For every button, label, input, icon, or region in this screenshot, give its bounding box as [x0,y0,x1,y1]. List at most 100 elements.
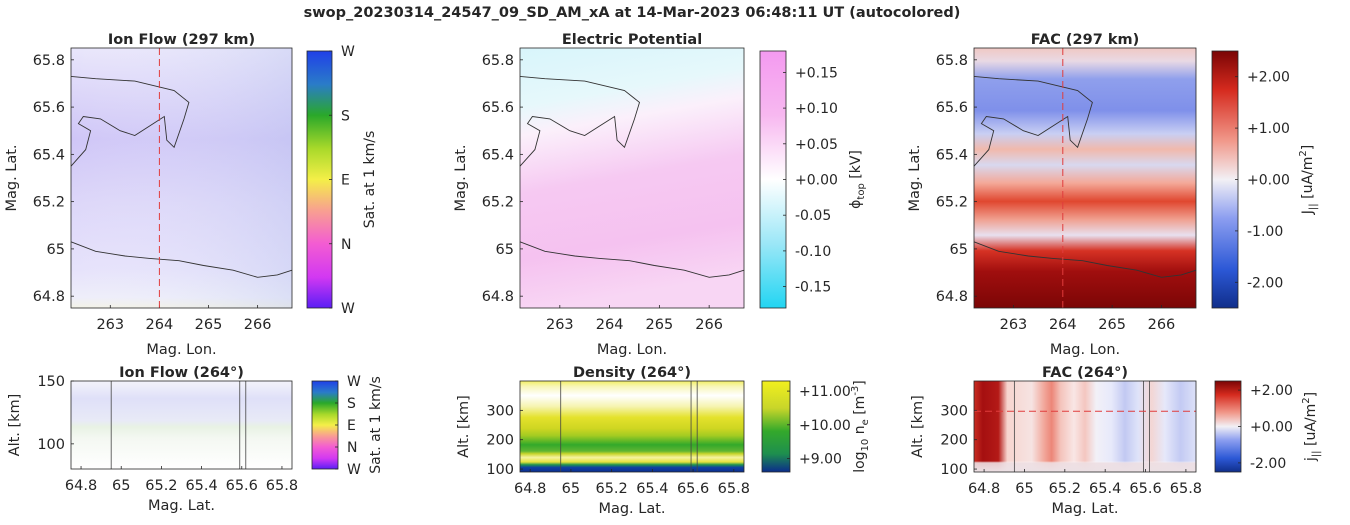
colorbar-tick-label: -2.00 [1247,275,1283,291]
x-tick-label: 65 [1015,481,1033,497]
colorbar-tick-label: +9.00 [799,452,842,468]
boundary-curve-south [519,241,745,278]
x-tick-label: 65.6 [1129,481,1161,497]
colorbar-tick-label: N [347,440,357,456]
y-tick-label: 65.2 [482,195,514,211]
x-tick-label: 266 [695,317,723,333]
y-tick-label: 65.2 [33,195,65,211]
colorbar: W N E S W Sat. at 1 km/s [306,44,378,317]
colorbar-tick-label: N [341,237,351,253]
y-tick-label: 100 [486,462,514,478]
panel-title: Ion Flow (297 km) [108,32,255,48]
y-tick-label: 65 [496,242,514,258]
y-tick-label: 150 [37,374,65,390]
x-tick-label: 65.4 [636,481,668,497]
colorbar-tick-label: +0.00 [1247,173,1290,189]
x-tick-label: 263 [546,317,574,333]
panel-title: FAC (297 km) [1031,32,1139,48]
colorbar-label: log10 ne [m-3] [850,380,871,473]
colorbar-tick-label: +11.00 [799,384,851,400]
y-tick-label: 64.8 [33,289,65,305]
x-axis-label: Mag. Lon. [1050,342,1120,358]
panel-title: Density (264°) [573,365,691,381]
y-tick-label: 65.4 [33,147,65,163]
colorbar-tick-label: -1.00 [1247,224,1283,240]
colorbar-tick-label: E [341,173,350,189]
y-tick-label: 64.8 [936,289,968,305]
y-tick-label: 64.8 [482,289,514,305]
panel-5: Density (264°) 64.8 65 65.2 65.4 65.6 65.8 100 2… [456,365,871,517]
x-tick-label: 65.8 [718,481,750,497]
colorbar-tick-label: -0.05 [795,208,831,224]
heatmap-field [520,48,744,308]
y-tick-label: 200 [486,433,514,449]
heatmap-overlay [71,48,292,308]
x-axis-label: Mag. Lon. [146,342,216,358]
panel-1: Ion Flow (297 km) 263 264 265 266 64.8 65 65.2 6… [4,32,378,358]
colorbar-gradient [761,380,791,473]
colorbar-label: J|| [uA/m2] [1298,145,1319,215]
boundary-curve-north [519,75,641,167]
colorbar-tick-label: W [347,374,361,390]
x-tick-label: 65.6 [226,478,258,494]
x-tick-label: 65.4 [185,478,217,494]
panel-title: FAC (264°) [1042,365,1128,381]
colorbar-tick-label: +1.00 [1247,121,1290,137]
colorbar-tick-label: +10.00 [799,418,851,434]
colorbar-tick-label: +0.00 [795,173,838,189]
x-tick-label: 65.8 [266,478,298,494]
y-tick-label: 65 [950,242,968,258]
y-tick-label: 65.6 [936,100,968,116]
x-tick-label: 264 [146,317,174,333]
axes-frame [70,380,293,470]
panel-title: Ion Flow (264°) [119,365,244,381]
boundary-curve-north [70,75,190,167]
y-tick-label: 65.6 [482,100,514,116]
heatmap-field [71,381,292,469]
colorbar-tick-label: -2.00 [1250,456,1286,472]
colorbar-gradient [1211,50,1239,309]
colorbar-tick-label: S [347,396,356,412]
panel-2: Electric Potential 263 264 265 266 64.8 65 65.2… [453,32,867,358]
y-tick-label: 65.2 [936,195,968,211]
colorbar-tick-label: E [347,418,356,434]
y-axis-label: Mag. Lat. [907,144,923,211]
colorbar-tick-label: +0.00 [1250,420,1293,436]
colorbar: -2.00 +0.00 +2.00 j|| [uA/m2] [1214,380,1322,473]
colorbar-tick-label: S [341,108,350,124]
axes-frame [519,380,745,473]
boundary-curve-north [973,75,1093,167]
colorbar-tick-label: W [341,44,355,60]
x-tick-label: 266 [1148,317,1176,333]
y-tick-label: 65.6 [33,100,65,116]
panel-title: Electric Potential [562,32,702,48]
boundary-curve-south [70,241,293,278]
colorbar-label: j|| [uA/m2] [1301,392,1322,462]
y-axis-label: Alt. [km] [456,395,472,458]
axes-frame [70,47,293,309]
x-tick-label: 65.2 [595,481,627,497]
y-tick-label: 100 [37,437,65,453]
y-tick-label: 65.8 [936,53,968,69]
panel-4: Ion Flow (264°) 64.8 65 65.2 65.4 65.6 65.8 100… [7,365,384,514]
y-tick-label: 65.8 [33,53,65,69]
x-tick-label: 265 [1098,317,1126,333]
x-tick-label: 64.8 [65,478,97,494]
figure-title: swop_20230314_24547_09_SD_AM_xA at 14-Ma… [304,5,961,21]
colorbar-label: Sat. at 1 km/s [368,376,384,474]
heatmap-overlay [974,381,1196,472]
x-axis-label: Mag. Lon. [597,342,667,358]
colorbar-gradient [311,380,339,470]
y-axis-label: Mag. Lat. [453,144,469,211]
y-axis-label: Mag. Lat. [4,144,20,211]
panel-3: FAC (297 km) 263 264 265 266 64.8 65 65.2 65.4 65… [907,32,1319,358]
colorbar-tick-label: +0.15 [795,65,838,81]
y-tick-label: 100 [940,462,968,478]
x-tick-label: 65.4 [1089,481,1121,497]
x-axis-label: Mag. Lat. [598,501,665,517]
y-tick-label: 300 [940,403,968,419]
x-tick-label: 65.2 [1049,481,1081,497]
heatmap-field [974,48,1196,308]
y-tick-label: 65.4 [936,147,968,163]
